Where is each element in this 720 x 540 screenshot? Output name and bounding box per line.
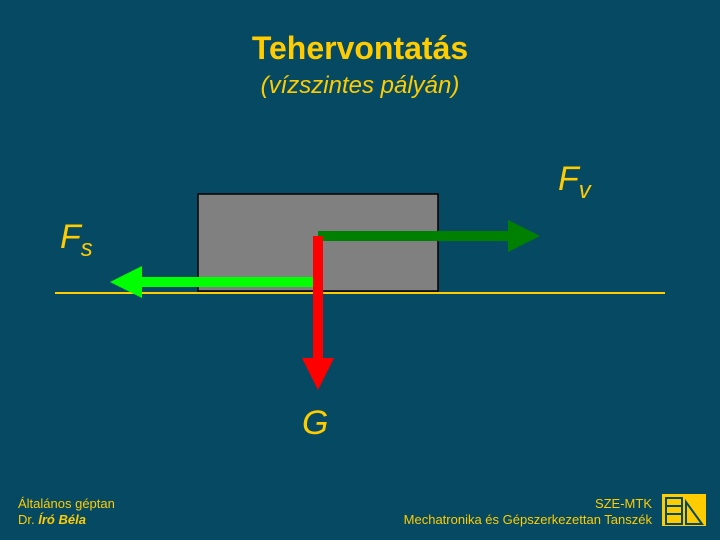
footer-left: Általános géptan Dr. Író Béla: [18, 496, 115, 529]
footer-institute: SZE-MTK: [404, 496, 652, 512]
footer-course: Általános géptan: [18, 496, 115, 512]
label-fv: Fv: [558, 160, 591, 205]
logo-icon: [662, 494, 706, 528]
footer-right: SZE-MTK Mechatronika és Gépszerkezettan …: [404, 496, 652, 529]
label-g: G: [302, 404, 328, 443]
footer-author: Dr. Író Béla: [18, 512, 115, 528]
label-fs: Fs: [60, 218, 93, 263]
slide: Tehervontatás (vízszintes pályán) Fv Fs …: [0, 0, 720, 540]
footer-department: Mechatronika és Gépszerkezettan Tanszék: [404, 512, 652, 528]
force-diagram: [0, 0, 720, 540]
